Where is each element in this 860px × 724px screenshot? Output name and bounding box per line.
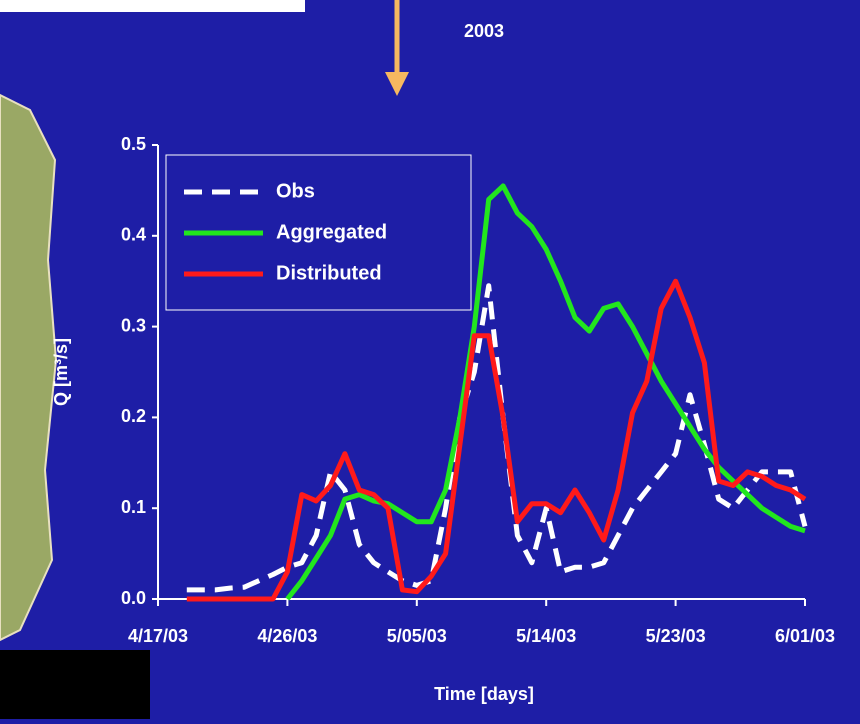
slide-corner <box>0 0 305 12</box>
x-tick-label: 4/17/03 <box>128 626 188 646</box>
y-tick-label: 0.2 <box>121 406 146 426</box>
chart: 2003 Time [days] Q [m³/s] 0.0 0.1 0.2 0.3 0.… <box>0 0 860 719</box>
slide-corner <box>0 650 150 719</box>
x-tick-label: 5/14/03 <box>516 626 576 646</box>
page: {"chart_data": { "type": "line", "title"… <box>0 0 860 719</box>
y-tick-label: 0.1 <box>121 497 146 517</box>
legend-label: Obs <box>276 180 315 202</box>
y-tick-label: 0.3 <box>121 315 146 335</box>
x-tick-label: 5/23/03 <box>646 626 706 646</box>
map-fragment <box>0 95 56 640</box>
chart-title: 2003 <box>464 21 504 41</box>
y-tick-label: 0.4 <box>121 225 146 245</box>
x-tick-label: 5/05/03 <box>387 626 447 646</box>
x-tick-label: 6/01/03 <box>775 626 835 646</box>
y-axis-label: Q [m³/s] <box>51 338 71 406</box>
x-axis-label: Time [days] <box>434 684 534 704</box>
y-tick-label: 0.0 <box>121 588 146 608</box>
x-tick-label: 4/26/03 <box>257 626 317 646</box>
legend-label: Aggregated <box>276 221 387 243</box>
legend-label: Distributed <box>276 262 382 284</box>
y-tick-label: 0.5 <box>121 134 146 154</box>
background <box>0 0 860 719</box>
